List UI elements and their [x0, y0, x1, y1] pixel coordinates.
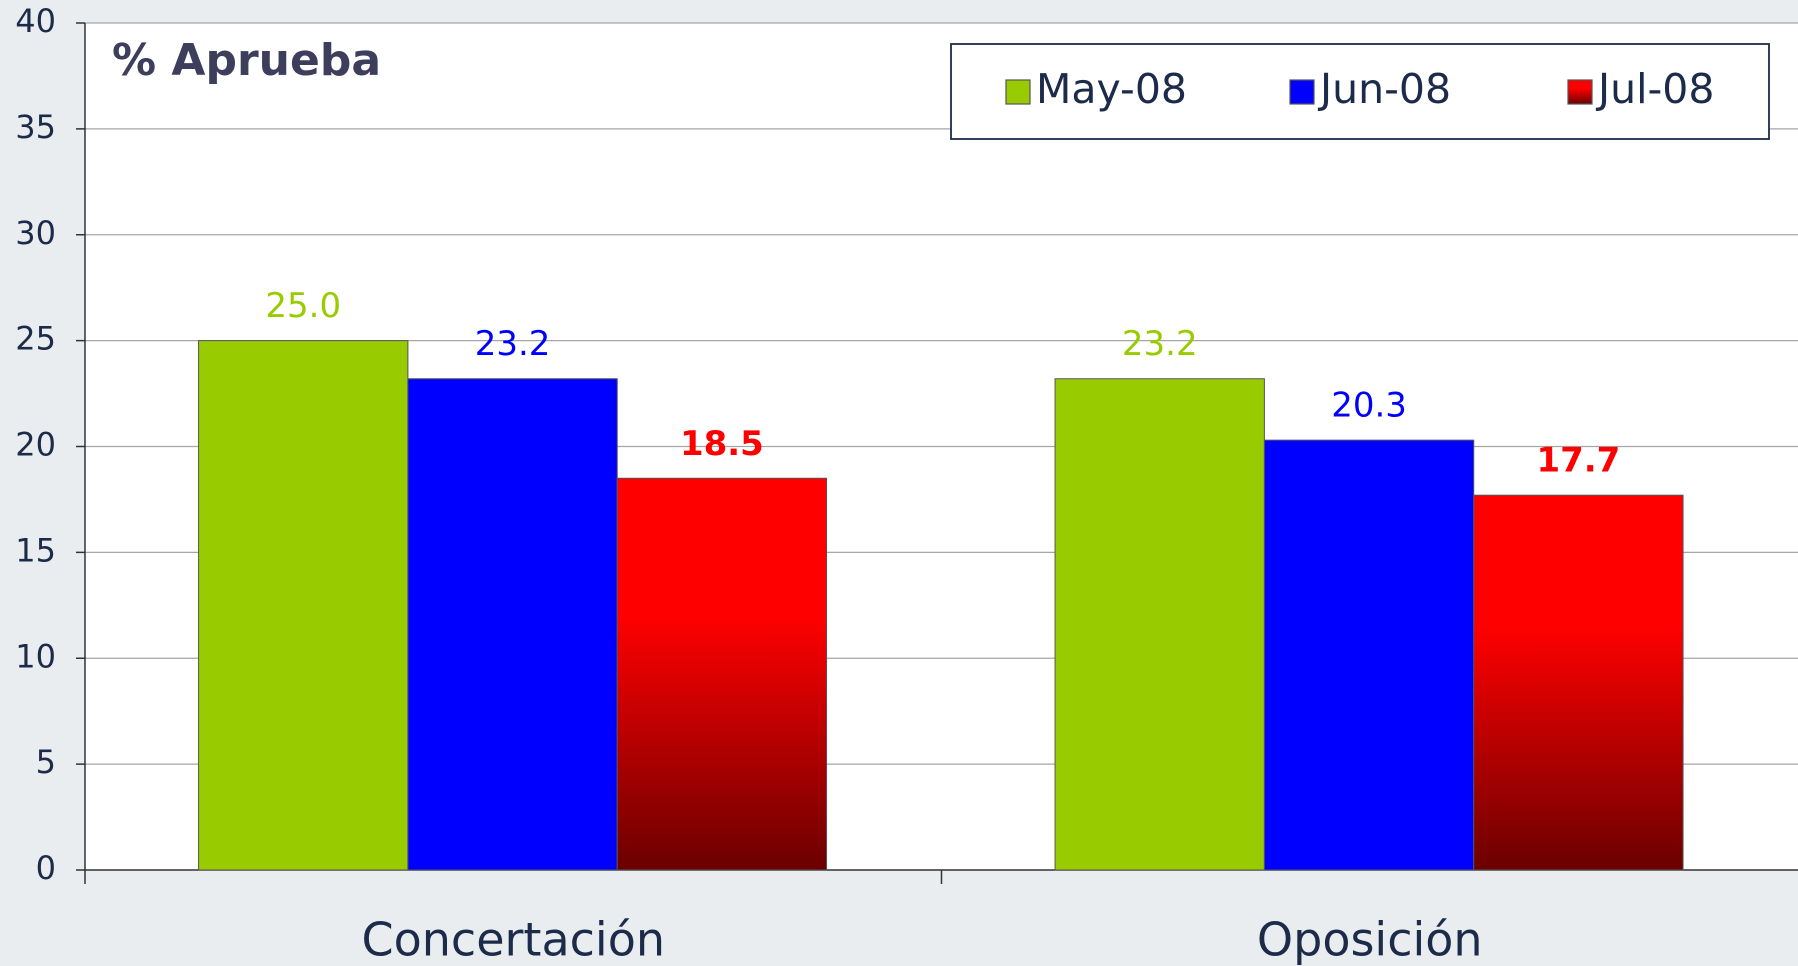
bar [616, 477, 828, 871]
legend-label: Jul-08 [1595, 65, 1714, 113]
value-label: 17.7 [1536, 441, 1620, 481]
y-tick-label: 15 [15, 531, 56, 569]
y-tick-label: 35 [15, 108, 56, 146]
chart-title: % Aprueba [112, 35, 381, 86]
bar [407, 378, 618, 871]
y-tick-label: 30 [15, 214, 56, 252]
y-tick-label: 20 [15, 426, 56, 464]
x-tick-label: Concertación [361, 913, 665, 966]
bar [198, 340, 409, 871]
legend [950, 43, 1770, 140]
value-label: 23.2 [475, 324, 551, 364]
value-label: 20.3 [1331, 386, 1407, 426]
bar [1263, 439, 1475, 871]
bar [1473, 494, 1684, 871]
y-tick-label: 25 [15, 320, 56, 358]
legend-swatch [1567, 79, 1593, 105]
value-label: 18.5 [680, 424, 764, 464]
y-tick-label: 5 [36, 743, 56, 781]
legend-label: May-08 [1036, 65, 1187, 113]
x-tick-label: Oposición [1257, 913, 1483, 966]
y-tick-label: 40 [15, 2, 56, 40]
value-label: 25.0 [265, 286, 341, 326]
legend-swatch [1005, 79, 1031, 105]
legend-label: Jun-08 [1317, 65, 1451, 113]
y-tick-label: 0 [36, 849, 56, 887]
y-tick-label: 10 [15, 637, 56, 675]
bar [1054, 378, 1265, 871]
legend-swatch [1289, 79, 1315, 105]
value-label: 23.2 [1122, 324, 1198, 364]
